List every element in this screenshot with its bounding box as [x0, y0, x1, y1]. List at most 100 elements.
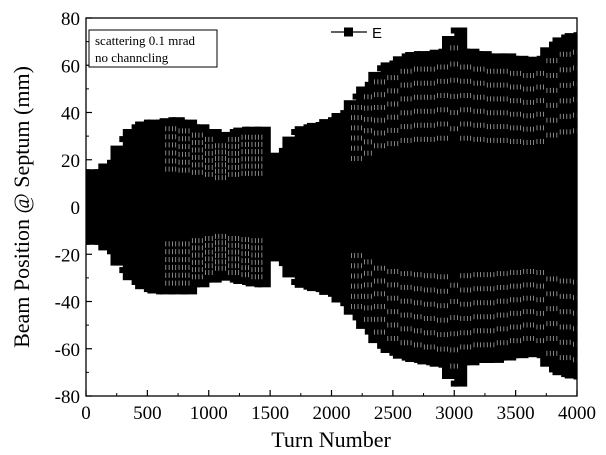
data-point-marker	[352, 93, 360, 100]
envelope-segment	[331, 113, 345, 303]
data-point-marker	[156, 288, 164, 295]
data-point-marker	[291, 129, 299, 135]
y-tick-label: 20	[61, 151, 80, 172]
data-point-marker	[512, 352, 520, 359]
data-point-marker	[463, 48, 470, 55]
data-point-marker	[475, 356, 483, 363]
data-point-marker	[512, 55, 520, 62]
data-point-marker	[266, 248, 274, 255]
legend-marker-square	[344, 27, 353, 37]
data-point-marker	[278, 260, 286, 267]
envelope-segment	[135, 121, 148, 290]
data-point-marker	[193, 281, 200, 288]
envelope-segment	[368, 71, 382, 344]
data-point-marker	[450, 27, 458, 34]
data-point-marker	[107, 159, 114, 166]
data-point-marker	[303, 124, 311, 131]
y-axis-title: Beam Position @ Septum (mm)	[9, 66, 34, 348]
y-tick-label: 80	[61, 9, 80, 30]
data-point-marker	[561, 34, 569, 41]
y-tick-labels: -80 -60 -40 -20 0 20 40 60 80	[55, 9, 80, 408]
envelope-segment	[270, 152, 283, 262]
y-tick-label: -60	[55, 340, 80, 361]
data-point-marker	[143, 286, 151, 293]
envelope-segment	[466, 48, 480, 366]
envelope-segment	[86, 169, 99, 245]
envelope-segment	[478, 51, 492, 363]
data-point-marker	[549, 41, 556, 48]
envelope-segment	[552, 37, 566, 376]
data-point-marker	[499, 53, 507, 60]
data-point-marker	[315, 286, 323, 293]
x-axis-title: Turn Number	[271, 427, 391, 452]
envelope-segment	[527, 56, 541, 358]
data-point-marker	[229, 276, 237, 283]
data-point-marker	[377, 342, 385, 349]
data-point-marker	[401, 354, 409, 361]
y-tick-label: 0	[71, 198, 81, 219]
data-point-marker	[266, 159, 274, 166]
x-tick-label: 0	[81, 403, 91, 424]
x-tick-label: 1500	[251, 403, 289, 424]
x-tick-label: 3500	[497, 403, 535, 424]
y-tick-label: -40	[55, 293, 80, 314]
data-point-marker	[450, 380, 458, 387]
data-point-marker	[180, 119, 188, 126]
annotation-line-1: scattering 0.1 mrad	[95, 33, 195, 48]
y-tick-label: 60	[61, 56, 80, 77]
y-tick-label: 40	[61, 104, 80, 125]
data-point-marker	[229, 129, 237, 135]
envelope-segment	[343, 100, 357, 315]
envelope-segment	[503, 53, 517, 361]
envelope-segment	[429, 49, 443, 367]
envelope-segment	[98, 163, 112, 251]
envelope-segment	[515, 55, 529, 359]
envelope-segment	[110, 145, 124, 266]
x-tick-label: 500	[133, 403, 162, 424]
envelope-segment	[257, 126, 271, 288]
envelope-segment	[540, 47, 554, 367]
data-point-marker	[524, 58, 532, 65]
data-point-marker	[389, 60, 397, 67]
x-tick-label: 3000	[435, 403, 473, 424]
annotation-line-2: no channcling	[95, 50, 169, 65]
data-point-marker	[463, 359, 470, 366]
data-point-marker	[131, 124, 139, 131]
data-point-marker	[303, 283, 311, 290]
data-point-marker	[328, 117, 335, 124]
envelope-segment	[233, 127, 247, 284]
data-point-marker	[524, 349, 532, 356]
data-point-marker	[86, 169, 90, 176]
data-point-marker	[254, 281, 262, 288]
marker-hatching	[165, 45, 577, 369]
envelope-segment	[184, 119, 198, 295]
data-point-marker	[315, 122, 323, 128]
data-point-marker	[536, 352, 544, 359]
data-point-marker	[413, 356, 421, 363]
data-point-marker	[573, 32, 577, 39]
data-point-marker	[389, 349, 397, 356]
data-point-marker	[94, 169, 102, 176]
data-point-marker	[438, 48, 446, 55]
envelope-segment	[294, 126, 308, 288]
data-point-marker	[217, 136, 225, 143]
envelope-segment	[405, 52, 419, 362]
data-point-marker	[573, 373, 577, 380]
data-point-marker	[119, 267, 127, 274]
annotation-box: scattering 0.1 mrad no channcling	[88, 29, 218, 68]
data-point-marker	[205, 276, 213, 283]
legend-label-e: E	[372, 25, 382, 42]
x-tick-labels: 0 500 1000 1500 2000 2500 3000 3500 4000	[81, 403, 596, 424]
data-point-marker	[107, 248, 114, 255]
envelope-segment	[392, 56, 406, 359]
data-point-marker	[364, 328, 372, 335]
data-point-marker	[131, 279, 139, 285]
envelope-segment	[442, 36, 455, 379]
data-point-marker	[94, 238, 102, 245]
data-point-marker	[242, 126, 250, 133]
data-point-marker	[180, 288, 188, 295]
data-point-marker	[278, 147, 286, 154]
envelope-segment	[319, 119, 333, 295]
data-point-marker	[438, 361, 446, 368]
